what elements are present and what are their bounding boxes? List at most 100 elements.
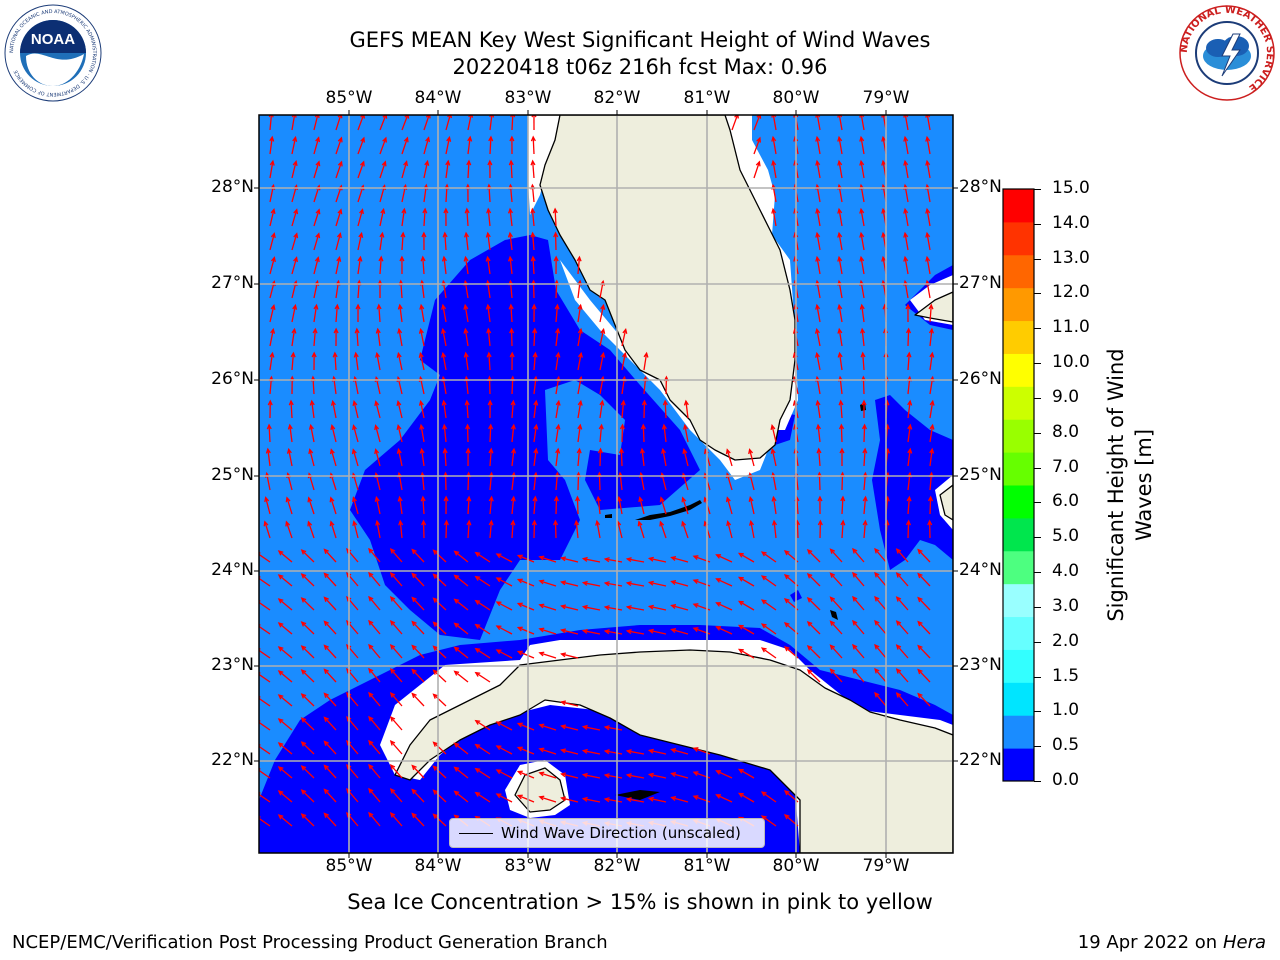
wind-wave-arrow	[895, 596, 909, 611]
wind-wave-arrow	[760, 551, 777, 563]
wind-wave-arrow	[510, 399, 516, 419]
wind-wave-arrow	[357, 115, 365, 131]
colorbar-band	[1003, 616, 1034, 650]
colorbar-tick-mark	[1034, 641, 1041, 643]
wind-wave-arrow	[555, 423, 561, 443]
wind-wave-arrow	[532, 351, 538, 371]
colorbar-tick-mark	[1034, 258, 1041, 260]
wind-wave-arrow	[603, 605, 623, 611]
wind-wave-arrow	[927, 495, 934, 515]
wind-wave-arrow	[313, 303, 319, 323]
wind-wave-arrow	[509, 135, 515, 155]
wind-wave-arrow	[419, 423, 425, 443]
lat-label-right: 23°N	[959, 655, 1002, 675]
colorbar-band	[1003, 485, 1034, 519]
wind-wave-arrow	[538, 723, 557, 731]
wind-wave-arrow	[760, 575, 777, 587]
wind-wave-arrow	[329, 448, 337, 467]
wind-wave-arrow	[332, 351, 338, 371]
wind-wave-arrow	[453, 790, 469, 803]
colorbar-tick-label: 8.0	[1052, 421, 1080, 442]
wind-wave-arrow	[925, 207, 931, 227]
wind-wave-arrow	[532, 327, 538, 347]
wind-wave-arrow	[485, 231, 491, 251]
wind-wave-arrow	[516, 794, 535, 803]
wind-wave-arrow	[874, 691, 887, 707]
wind-wave-arrow	[487, 159, 493, 179]
wind-wave-arrow	[874, 643, 887, 659]
wind-wave-arrow	[815, 399, 821, 419]
wind-wave-arrow	[815, 207, 821, 227]
wind-wave-arrow	[895, 548, 909, 563]
wind-wave-arrow	[895, 644, 909, 659]
wind-wave-arrow	[488, 423, 494, 443]
wind-wave-arrow	[925, 135, 931, 155]
wind-wave-arrow	[683, 399, 689, 419]
wind-wave-arrow	[516, 746, 535, 755]
wind-wave-arrow	[309, 399, 315, 419]
lat-label-left: 28°N	[211, 177, 254, 197]
wind-wave-arrow	[313, 115, 320, 131]
wind-wave-arrow	[715, 554, 733, 563]
wind-wave-arrow	[269, 208, 276, 227]
wind-wave-arrow	[726, 520, 733, 539]
wind-wave-arrow	[488, 519, 494, 539]
wind-wave-arrow	[538, 603, 557, 611]
wind-wave-arrow	[411, 668, 425, 683]
wind-wave-arrow	[463, 231, 470, 251]
wind-wave-arrow	[661, 423, 667, 443]
wind-wave-arrow	[917, 644, 931, 659]
wind-wave-arrow	[647, 580, 667, 587]
bahamas-low-wave-region	[872, 395, 953, 570]
wind-wave-arrow	[411, 620, 425, 635]
wind-wave-arrow	[389, 620, 403, 635]
gridlines	[259, 115, 953, 853]
wind-wave-arrow	[510, 519, 516, 539]
wind-wave-arrow	[389, 740, 403, 755]
wind-wave-arrow	[829, 572, 843, 587]
wind-wave-arrow	[737, 624, 755, 635]
wind-wave-arrow	[829, 668, 843, 683]
wind-wave-arrow	[259, 576, 271, 587]
wind-wave-arrow	[507, 231, 513, 251]
wind-wave-arrow	[323, 620, 337, 635]
wind-wave-arrow	[837, 207, 843, 227]
wind-wave-arrow	[453, 766, 469, 779]
colorbar-tick-mark	[1034, 189, 1041, 190]
wind-wave-arrow	[277, 814, 293, 827]
lat-label-right: 28°N	[959, 177, 1002, 197]
wind-wave-arrow	[352, 496, 359, 515]
wind-wave-arrow	[355, 303, 361, 323]
wind-wave-arrow	[269, 159, 275, 179]
wind-wave-arrow	[927, 519, 933, 539]
wind-wave-arrow	[486, 327, 492, 347]
colorbar-band	[1003, 353, 1034, 387]
wind-wave-arrow	[389, 668, 403, 683]
lon-label-top: 80°W	[772, 88, 820, 108]
lat-label-left: 27°N	[211, 273, 254, 293]
wind-wave-arrow	[861, 399, 867, 419]
wind-wave-arrow	[670, 796, 689, 803]
wind-wave-arrow	[815, 159, 821, 179]
wind-wave-arrow	[445, 159, 451, 179]
wind-wave-arrow	[603, 749, 623, 755]
wind-wave-arrow	[300, 549, 315, 563]
wind-wave-arrow	[748, 448, 755, 467]
wind-wave-arrow	[715, 578, 733, 587]
wind-wave-arrow	[581, 796, 601, 803]
wind-wave-arrow	[737, 552, 755, 563]
colorbar-tick-label: 15.0	[1052, 178, 1090, 198]
wind-wave-arrow	[621, 351, 628, 371]
wind-wave-arrow	[432, 549, 447, 563]
colorbar-tick-mark	[1034, 572, 1041, 574]
wind-wave-arrow	[291, 256, 298, 275]
wind-wave-arrow	[259, 600, 271, 611]
wind-wave-arrow	[577, 423, 583, 443]
wind-wave-arrow	[770, 447, 777, 467]
wind-wave-arrow	[553, 495, 559, 515]
wind-wave-arrow	[259, 648, 271, 659]
wind-wave-arrow	[771, 135, 777, 155]
wind-wave-arrow	[581, 772, 601, 779]
wind-wave-arrow	[508, 303, 514, 323]
wind-wave-arrow	[603, 581, 623, 587]
